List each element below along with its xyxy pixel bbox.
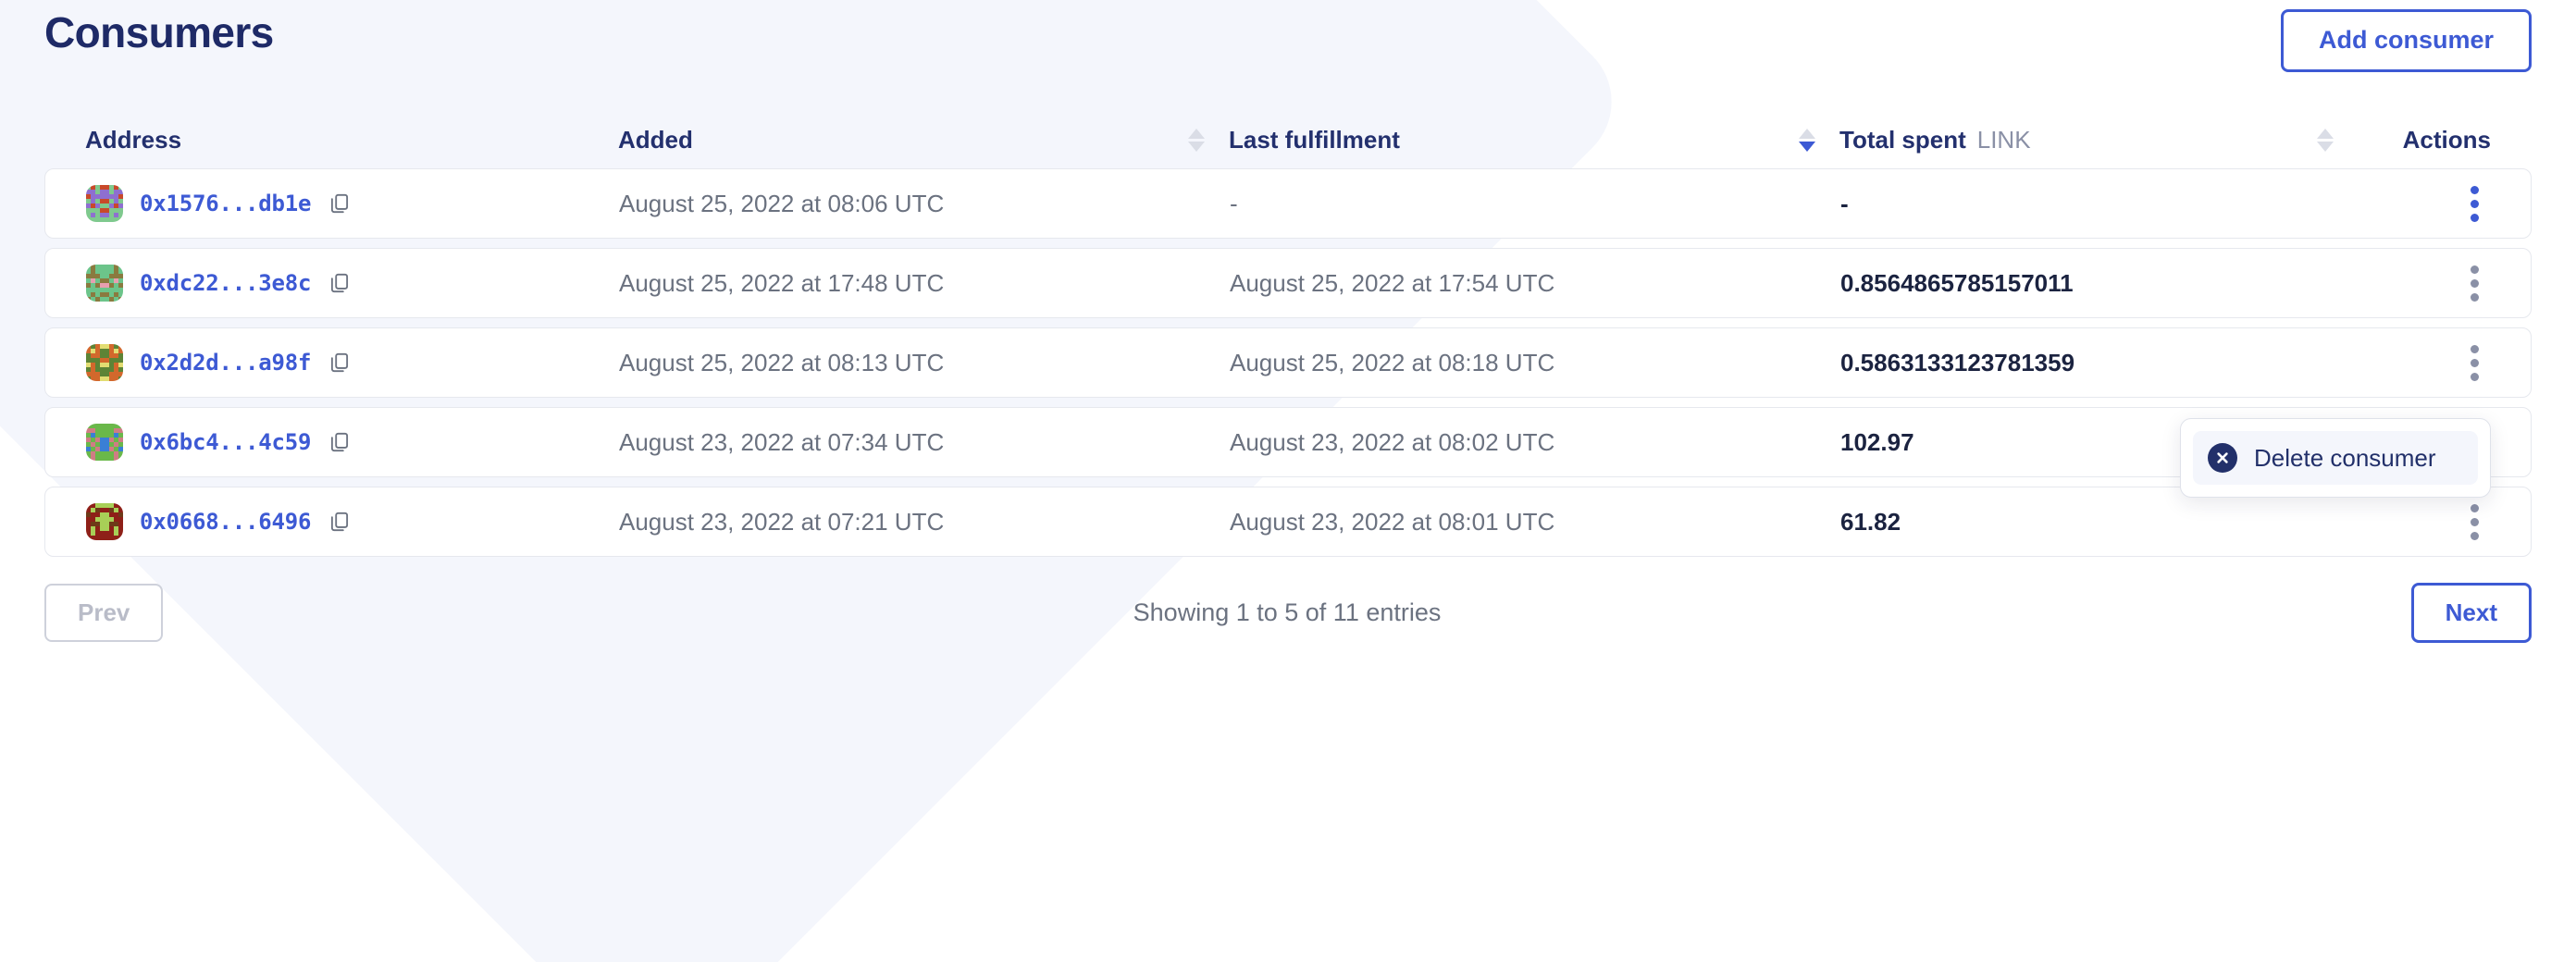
sort-icon-last-fulfillment[interactable] (1799, 128, 1815, 152)
table-body: 0x1576...db1e August 25, 2022 at 08:06 U… (44, 168, 2532, 557)
cell-last-fulfillment: August 23, 2022 at 08:01 UTC (1230, 507, 1555, 536)
cell-added: August 25, 2022 at 08:13 UTC (619, 348, 945, 376)
add-consumer-button[interactable]: Add consumer (2280, 9, 2532, 72)
menu-item-delete-consumer[interactable]: Delete consumer (2193, 431, 2478, 485)
cell-last-fulfillment: August 23, 2022 at 08:02 UTC (1230, 427, 1555, 456)
cell-added: August 23, 2022 at 07:21 UTC (619, 507, 945, 536)
actions-dropdown-menu[interactable]: Delete consumer (2180, 418, 2491, 498)
cell-total-spent: 61.82 (1840, 507, 1901, 536)
column-header-address: Address (44, 126, 618, 154)
cell-address: 0x1576...db1e (45, 185, 619, 222)
column-header-last-fulfillment[interactable]: Last fulfillment (1229, 126, 1839, 154)
row-actions-menu-button[interactable] (2459, 338, 2490, 388)
column-header-total-spent[interactable]: Total spent LINK (1839, 126, 2358, 154)
column-header-added[interactable]: Added (618, 126, 1229, 154)
copy-icon[interactable] (328, 271, 352, 295)
column-header-last-fulfillment-label: Last fulfillment (1229, 125, 1400, 154)
close-circle-icon (2208, 443, 2237, 473)
cell-added: August 25, 2022 at 17:48 UTC (619, 268, 945, 297)
cell-last-fulfillment: August 25, 2022 at 17:54 UTC (1230, 268, 1555, 297)
cell-address: 0x6bc4...4c59 (45, 424, 619, 461)
consumer-address-link[interactable]: 0x2d2d...a98f (140, 350, 312, 376)
avatar-identicon (86, 344, 123, 381)
table-row[interactable]: 0x1576...db1e August 25, 2022 at 08:06 U… (44, 168, 2532, 239)
avatar-identicon (86, 185, 123, 222)
cell-last-fulfillment: August 25, 2022 at 08:18 UTC (1230, 348, 1555, 376)
table-row[interactable]: 0x6bc4...4c59 August 23, 2022 at 07:34 U… (44, 407, 2532, 477)
column-header-total-spent-unit: LINK (1976, 125, 2031, 154)
pagination: Prev Showing 1 to 5 of 11 entries Next (44, 583, 2532, 644)
cell-added: August 23, 2022 at 07:34 UTC (619, 427, 945, 456)
cell-total-spent: 102.97 (1840, 427, 1914, 456)
row-actions-menu-button[interactable] (2459, 497, 2490, 548)
avatar-identicon (86, 265, 123, 302)
column-header-actions-label: Actions (2402, 125, 2491, 154)
cell-total-spent: 0.8564865785157011 (1840, 268, 2074, 297)
cell-total-spent: - (1840, 189, 1849, 217)
column-header-total-spent-label: Total spent (1839, 125, 1966, 154)
cell-actions (2359, 497, 2531, 548)
cell-total-spent: 0.5863133123781359 (1840, 348, 2075, 376)
page-title: Consumers (44, 8, 274, 56)
cell-address: 0xdc22...3e8c (45, 265, 619, 302)
consumer-address-link[interactable]: 0xdc22...3e8c (140, 270, 312, 296)
avatar-identicon (86, 503, 123, 540)
row-actions-menu-button[interactable] (2459, 258, 2490, 309)
cell-added: August 25, 2022 at 08:06 UTC (619, 189, 945, 217)
consumers-table: Address Added Last fulfillment Total spe… (44, 111, 2532, 557)
copy-icon[interactable] (328, 510, 352, 534)
column-header-actions: Actions (2358, 126, 2532, 154)
consumer-address-link[interactable]: 0x1576...db1e (140, 191, 312, 216)
copy-icon[interactable] (328, 191, 352, 216)
table-header-row: Address Added Last fulfillment Total spe… (44, 111, 2532, 168)
sort-icon-added[interactable] (1188, 128, 1205, 152)
cell-address: 0x2d2d...a98f (45, 344, 619, 381)
cell-actions (2359, 179, 2531, 229)
prev-page-button[interactable]: Prev (44, 584, 164, 643)
sort-icon-total-spent[interactable] (2317, 128, 2334, 152)
copy-icon[interactable] (328, 430, 352, 454)
next-page-button[interactable]: Next (2410, 583, 2532, 644)
column-header-address-label: Address (85, 125, 182, 154)
cell-actions (2359, 338, 2531, 388)
table-row[interactable]: 0xdc22...3e8c August 25, 2022 at 17:48 U… (44, 248, 2532, 318)
cell-actions (2359, 258, 2531, 309)
table-row[interactable]: 0x2d2d...a98f August 25, 2022 at 08:13 U… (44, 327, 2532, 398)
consumer-address-link[interactable]: 0x6bc4...4c59 (140, 429, 312, 455)
page-header: Consumers Add consumer (44, 0, 2532, 96)
avatar-identicon (86, 424, 123, 461)
column-header-added-label: Added (618, 125, 693, 154)
menu-item-delete-consumer-label: Delete consumer (2254, 443, 2436, 472)
cell-last-fulfillment: - (1230, 189, 1238, 217)
consumer-address-link[interactable]: 0x0668...6496 (140, 509, 312, 535)
row-actions-menu-button[interactable] (2459, 179, 2490, 229)
table-row[interactable]: 0x0668...6496 August 23, 2022 at 07:21 U… (44, 487, 2532, 557)
cell-address: 0x0668...6496 (45, 503, 619, 540)
pagination-info: Showing 1 to 5 of 11 entries (1133, 598, 1442, 627)
copy-icon[interactable] (328, 351, 352, 375)
